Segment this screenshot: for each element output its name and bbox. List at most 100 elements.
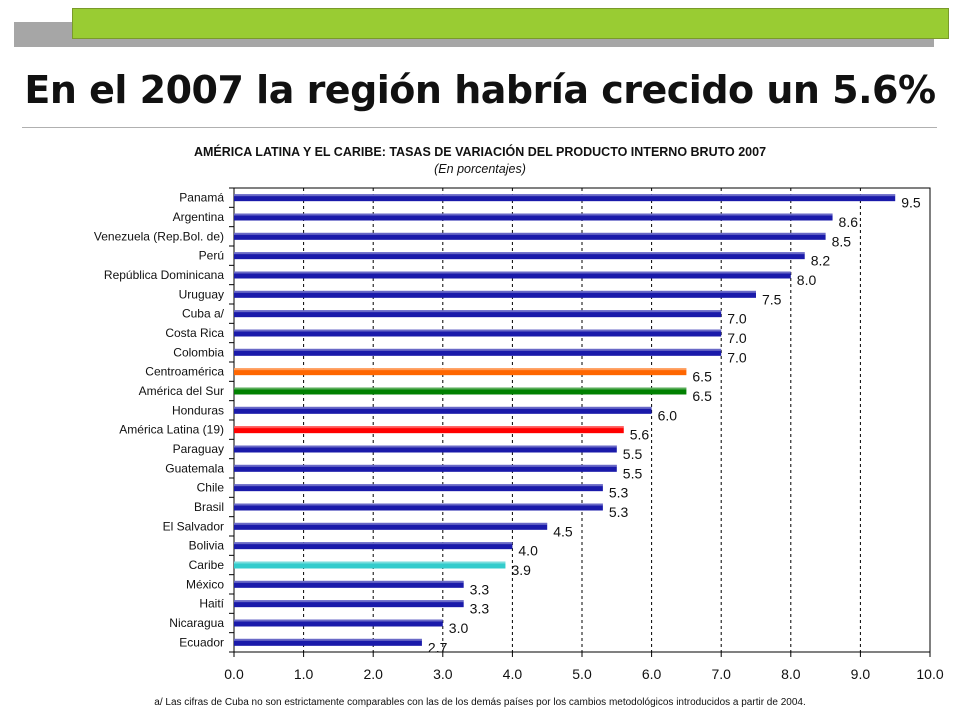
bar-highlight: [234, 580, 464, 583]
bar-highlight: [234, 542, 513, 545]
bar: [234, 310, 722, 318]
category-label: Paraguay: [173, 442, 224, 456]
chart-subtitle: (En porcentajes): [434, 162, 526, 176]
bar: [234, 213, 833, 221]
category-label: Costa Rica: [165, 326, 224, 340]
value-label: 4.0: [518, 543, 538, 559]
value-label: 6.5: [692, 369, 712, 385]
bar-highlight: [234, 464, 617, 467]
category-label: Ecuador: [179, 635, 224, 649]
value-label: 3.3: [470, 601, 490, 617]
value-label: 3.0: [449, 620, 469, 636]
bar: [234, 600, 464, 608]
x-tick-label: 7.0: [711, 666, 731, 682]
category-label: Colombia: [173, 345, 224, 359]
category-label: República Dominicana: [104, 268, 224, 282]
bar: [234, 503, 603, 511]
value-label: 7.5: [762, 291, 782, 307]
value-label: 9.5: [901, 195, 921, 211]
bar-highlight: [234, 387, 687, 390]
category-label: Guatemala: [165, 461, 224, 475]
bar: [234, 464, 617, 472]
x-tick-label: 10.0: [916, 666, 943, 682]
bar-highlight: [234, 232, 826, 235]
value-label: 2.7: [428, 639, 448, 655]
value-label: 7.0: [727, 311, 747, 327]
bar-highlight: [234, 213, 833, 216]
x-tick-label: 3.0: [433, 666, 453, 682]
bar: [234, 348, 722, 356]
x-tick-label: 0.0: [224, 666, 244, 682]
value-label: 5.5: [623, 465, 643, 481]
bar: [234, 368, 687, 376]
bar-highlight: [234, 252, 805, 255]
bar: [234, 619, 443, 627]
category-label: Argentina: [173, 210, 225, 224]
category-label: América del Sur: [139, 384, 224, 398]
chart-title: AMÉRICA LATINA Y EL CARIBE: TASAS DE VAR…: [193, 145, 767, 159]
category-label: Haití: [199, 597, 224, 611]
bar-highlight: [234, 638, 422, 641]
value-label: 8.0: [797, 272, 817, 288]
value-label: 6.5: [692, 388, 712, 404]
category-label: México: [186, 577, 224, 591]
value-label: 8.6: [839, 214, 859, 230]
bar-highlight: [234, 194, 896, 197]
bar: [234, 387, 687, 395]
bar: [234, 194, 896, 202]
value-label: 3.9: [511, 562, 531, 578]
title-divider: [22, 127, 937, 128]
bar-highlight: [234, 561, 506, 564]
value-label: 3.3: [470, 581, 490, 597]
bar: [234, 329, 722, 337]
x-tick-label: 4.0: [503, 666, 523, 682]
value-label: 8.2: [811, 253, 831, 269]
x-tick-label: 6.0: [642, 666, 662, 682]
bar: [234, 638, 422, 646]
bar-highlight: [234, 329, 722, 332]
bar: [234, 290, 756, 298]
bar-highlight: [234, 368, 687, 371]
x-tick-label: 8.0: [781, 666, 801, 682]
bar-highlight: [234, 271, 791, 274]
value-label: 6.0: [658, 407, 678, 423]
x-tick-label: 9.0: [851, 666, 871, 682]
bar-highlight: [234, 310, 722, 313]
value-label: 7.0: [727, 330, 747, 346]
title-banner: [72, 8, 949, 39]
bar: [234, 232, 826, 240]
category-label: Caribe: [189, 558, 225, 572]
category-label: América Latina (19): [119, 423, 224, 437]
bar: [234, 542, 513, 550]
value-label: 5.6: [630, 427, 650, 443]
value-label: 5.3: [609, 485, 629, 501]
bar-highlight: [234, 484, 603, 487]
category-label: Panamá: [179, 191, 224, 205]
bar-highlight: [234, 290, 756, 293]
bar: [234, 426, 624, 434]
footnote: a/ Las cifras de Cuba no son estrictamen…: [154, 697, 806, 708]
value-label: 8.5: [832, 233, 852, 249]
bar: [234, 252, 805, 260]
value-label: 7.0: [727, 349, 747, 365]
bar-highlight: [234, 503, 603, 506]
bar-highlight: [234, 445, 617, 448]
bar: [234, 445, 617, 453]
bar: [234, 271, 791, 279]
slide-title: En el 2007 la región habría crecido un 5…: [24, 68, 936, 112]
bar-highlight: [234, 600, 464, 603]
x-tick-label: 2.0: [363, 666, 383, 682]
category-label: Uruguay: [179, 287, 224, 301]
x-tick-label: 5.0: [572, 666, 592, 682]
value-label: 5.3: [609, 504, 629, 520]
value-label: 5.5: [623, 446, 643, 462]
bar: [234, 484, 603, 492]
bar: [234, 522, 548, 530]
bar-highlight: [234, 522, 548, 525]
bar: [234, 406, 652, 414]
category-label: Brasil: [194, 500, 224, 514]
category-label: El Salvador: [163, 519, 224, 533]
category-label: Venezuela (Rep.Bol. de): [94, 229, 224, 243]
category-label: Centroamérica: [145, 365, 224, 379]
